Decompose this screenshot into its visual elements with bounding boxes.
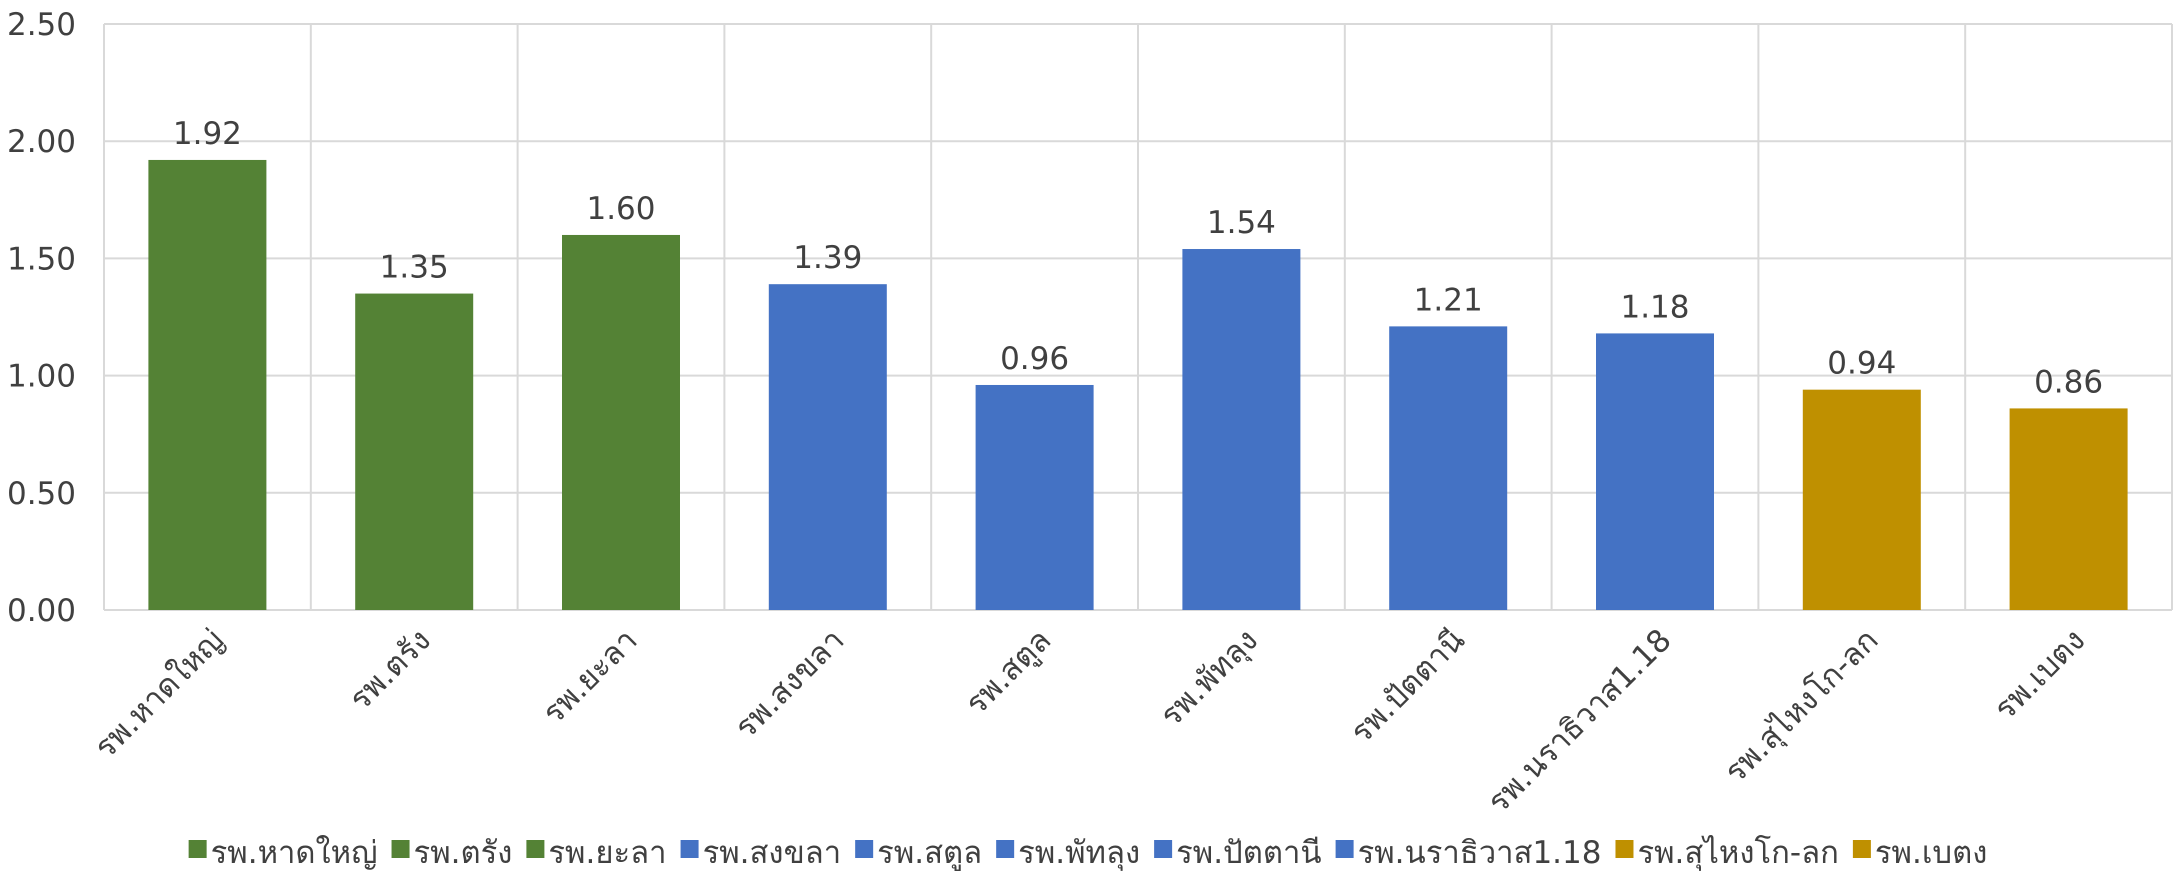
bar bbox=[1389, 326, 1507, 610]
category-label: รพ.สุไหงโก-ลก bbox=[1718, 622, 1887, 791]
data-label: 1.21 bbox=[1414, 282, 1483, 318]
bar bbox=[355, 294, 473, 610]
legend-label: รพ.ตรัง bbox=[414, 835, 513, 871]
category-label: รพ.สงขลา bbox=[728, 622, 851, 745]
y-tick-label: 2.00 bbox=[7, 124, 76, 160]
legend-swatch bbox=[526, 840, 544, 858]
bar bbox=[148, 160, 266, 610]
legend-swatch bbox=[1154, 840, 1172, 858]
category-label: รพ.สตูล bbox=[959, 622, 1059, 722]
category-label: รพ.ตรัง bbox=[342, 622, 437, 717]
legend-label: รพ.เบตง bbox=[1875, 835, 1987, 871]
legend: รพ.หาดใหญ่ รพ.ตรัง รพ.ยะลา รพ.สงขลา รพ.สตูล ร… bbox=[189, 835, 1988, 872]
legend-label: รพ.ยะลา bbox=[548, 835, 666, 871]
legend-label: รพ.นราธิวาส1.18 bbox=[1358, 835, 1602, 871]
bar bbox=[769, 284, 887, 610]
legend-swatch bbox=[1336, 840, 1354, 858]
y-tick-label: 0.00 bbox=[7, 593, 76, 629]
legend-item: รพ.หาดใหญ่ bbox=[189, 835, 378, 871]
legend-item: รพ.สตูล bbox=[855, 835, 982, 871]
legend-item: รพ.ยะลา bbox=[526, 835, 666, 871]
legend-item: รพ.สุไหงโก-ลก bbox=[1615, 835, 1838, 872]
y-axis-tick-labels: 0.00 0.50 1.00 1.50 2.00 2.50 bbox=[7, 7, 76, 629]
legend-label: รพ.สุไหงโก-ลก bbox=[1637, 835, 1838, 872]
bar bbox=[1182, 249, 1300, 610]
bar bbox=[1803, 390, 1921, 610]
data-label: 1.60 bbox=[586, 191, 655, 227]
y-tick-label: 2.50 bbox=[7, 7, 76, 43]
legend-swatch bbox=[1853, 840, 1871, 858]
legend-item: รพ.ตรัง bbox=[392, 835, 513, 871]
legend-item: รพ.พัทลุง bbox=[996, 835, 1140, 872]
legend-label: รพ.พัทลุง bbox=[1018, 835, 1140, 872]
category-label: รพ.นราธิวาส1.18 bbox=[1481, 622, 1679, 820]
y-tick-label: 1.00 bbox=[7, 359, 76, 395]
bar bbox=[2010, 408, 2128, 610]
bar bbox=[1596, 333, 1714, 610]
data-label: 0.94 bbox=[1827, 346, 1896, 382]
legend-label: รพ.ปัตตานี bbox=[1176, 835, 1321, 871]
legend-item: รพ.สงขลา bbox=[681, 835, 842, 871]
legend-item: รพ.นราธิวาส1.18 bbox=[1336, 835, 1602, 871]
data-label: 1.54 bbox=[1207, 205, 1276, 241]
data-label: 1.39 bbox=[793, 240, 862, 276]
bar bbox=[562, 235, 680, 610]
legend-label: รพ.สตูล bbox=[877, 835, 982, 871]
legend-item: รพ.ปัตตานี bbox=[1154, 835, 1321, 871]
legend-label: รพ.หาดใหญ่ bbox=[211, 835, 378, 871]
y-tick-label: 0.50 bbox=[7, 476, 76, 512]
category-label: รพ.เบตง bbox=[1987, 622, 2092, 727]
legend-swatch bbox=[996, 840, 1014, 858]
y-tick-label: 1.50 bbox=[7, 241, 76, 277]
category-label: รพ.ยะลา bbox=[536, 622, 645, 731]
category-label: รพ.ปัตตานี bbox=[1344, 622, 1472, 750]
data-label: 1.92 bbox=[173, 116, 242, 152]
legend-swatch bbox=[189, 840, 207, 858]
x-axis-category-labels: รพ.หาดใหญ่ รพ.ตรัง รพ.ยะลา รพ.สงขลา รพ.สตูล ร… bbox=[88, 622, 2093, 820]
data-label: 0.86 bbox=[2034, 364, 2103, 400]
legend-swatch bbox=[681, 840, 699, 858]
legend-item: รพ.เบตง bbox=[1853, 835, 1987, 871]
legend-swatch bbox=[392, 840, 410, 858]
data-label: 1.18 bbox=[1620, 289, 1689, 325]
legend-swatch bbox=[855, 840, 873, 858]
category-label: รพ.หาดใหญ่ bbox=[88, 622, 231, 765]
data-label: 1.35 bbox=[380, 250, 449, 286]
legend-swatch bbox=[1615, 840, 1633, 858]
data-label: 0.96 bbox=[1000, 341, 1069, 377]
bar bbox=[976, 385, 1094, 610]
legend-label: รพ.สงขลา bbox=[703, 835, 842, 871]
category-label: รพ.พัทลุง bbox=[1153, 622, 1265, 734]
